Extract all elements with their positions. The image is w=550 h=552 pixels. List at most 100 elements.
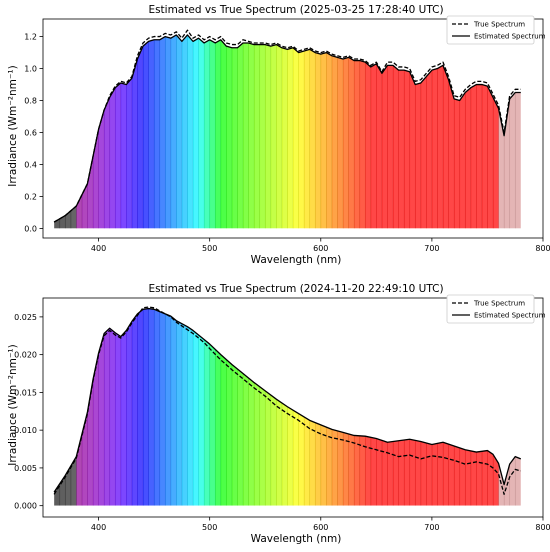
x-tick-label: 800 [535,523,550,532]
spectrum-band [354,433,361,506]
y-tick-label: 0.6 [24,128,37,137]
spectrum-band [470,82,477,229]
series-line-estimated [53,307,522,493]
spectrum-band [487,84,494,229]
spectrum-band [126,319,133,506]
spectrum-band [248,376,255,506]
spectrum-band [159,34,166,229]
spectrum-band [109,85,116,229]
spectrum-band [493,95,499,229]
series-line-true [53,29,521,223]
spectrum-band [431,66,438,229]
spectrum-band [170,314,177,506]
x-tick-label: 700 [424,523,439,532]
x-tick-label: 700 [424,244,439,253]
spectrum-band [393,438,399,506]
spectrum-band [426,440,433,506]
x-tick-label: 500 [202,244,217,253]
spectrum-band [243,40,249,229]
spectrum-band [409,69,416,229]
spectrum-band [170,34,177,229]
spectrum-band [420,74,427,229]
y-axis-label: Irradiance (Wm⁻²nm⁻¹) [7,344,19,465]
spectrum-band [120,328,127,506]
spectrum-band [515,454,521,506]
spectrum-band [398,437,405,506]
spectrum-band [254,42,261,229]
spectrum-band [187,34,194,229]
y-axis-ticks: 0.000 0.005 0.010 0.015 0.020 0.025 [14,313,43,511]
spectrum-band [326,50,333,229]
spectrum-band [81,181,88,229]
y-tick-label: 0.8 [24,97,37,106]
spectrum-band [70,454,77,506]
series-line-true [53,306,521,495]
spectrum-band [198,333,205,506]
spectrum-band [404,68,411,229]
y-tick-label: 0.005 [14,464,37,473]
spectrum-band [181,321,188,506]
spectrum-band [287,45,294,229]
spectrum-band [470,448,477,506]
spectrum-band [115,330,122,506]
spectrum-band [415,438,422,506]
spectrum-band [504,96,511,229]
spectrum-band [298,411,305,506]
spectrum-band [409,437,416,506]
spectrum-band [231,362,238,506]
spectrum-band [331,53,338,229]
spectrum-band [259,384,266,506]
plot-frame [42,18,544,239]
spectrum-band [259,42,266,229]
spectrum-band [159,309,166,506]
spectrum-band [193,328,199,506]
spectrum-band [248,40,255,229]
x-axis-label: Wavelength (nm) [251,254,342,266]
y-tick-label: 0.0 [24,224,37,233]
spectrum-band [54,216,61,229]
spectrum-band [226,357,233,506]
x-tick-label: 600 [313,244,328,253]
spectrum-band [304,47,311,229]
spectrum-band [376,61,383,229]
spectrum-band [304,414,311,506]
spectrum-band [165,311,172,506]
legend-box [446,294,535,324]
spectrum-band [165,34,172,229]
spectrum-band [276,397,283,506]
spectrum-band [393,63,399,229]
spectrum-band [431,441,438,506]
legend: True Spectrum Estimated Spectrum [446,294,546,324]
spectrum-band [465,447,472,506]
x-tick-label: 400 [91,523,106,532]
spectrum-band [387,439,394,506]
chart-title: Estimated vs True Spectrum (2025-03-25 1… [148,4,443,16]
spectrum-band [348,55,355,229]
spectrum-band [459,90,466,229]
spectrum-band [387,63,394,229]
spectrum-band [365,434,372,506]
spectrum-band [320,50,327,229]
spectrum-band [381,438,388,506]
spectrum-band [331,427,338,506]
spectrum-band [220,352,227,506]
spectrum-band [498,106,505,229]
y-tick-label: 0.010 [14,426,37,435]
spectrum-band [98,108,105,229]
spectrum-band [298,48,305,229]
x-axis-ticks: 400 500 600 700 800 [91,517,550,532]
spectrum-band [320,422,327,506]
spectrum-band [143,39,149,229]
y-tick-label: 0.000 [14,502,37,511]
spectrum-band [237,40,244,229]
spectrum-band [398,68,405,229]
series-line-estimated [53,34,521,223]
spectrum-band [148,308,155,506]
spectrum-band [326,425,333,506]
spectrum-band [120,80,127,229]
spectrum-band [493,452,499,506]
y-tick-label: 0.2 [24,192,37,201]
spectrum-band [243,371,249,506]
spectrum-band [281,45,288,229]
